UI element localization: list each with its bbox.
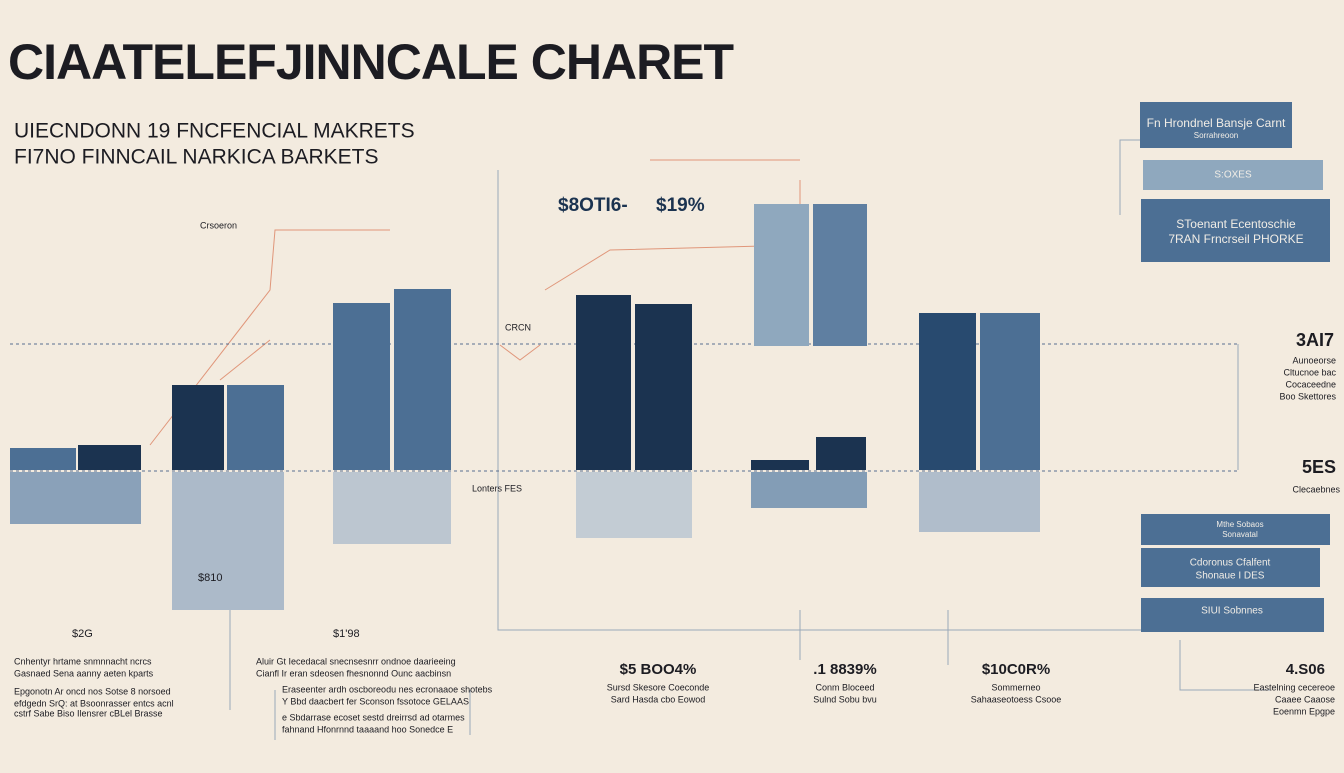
stat-value: .1 8839% bbox=[813, 661, 876, 678]
panel-box bbox=[1143, 160, 1323, 190]
footer-text: fahnand Hfonrnnd taaaand hoo Sonedce E bbox=[282, 724, 453, 734]
bar-reflection bbox=[172, 472, 284, 610]
box-text: Cdoronus Cfalfent bbox=[1190, 558, 1271, 569]
box-text: Mthe Sobaos bbox=[1216, 520, 1263, 529]
box-text: 7RAN Frncrseil PHORKE bbox=[1168, 232, 1303, 246]
box-text: SIUI Sobnnes bbox=[1201, 606, 1263, 617]
box-text: Sonavatal bbox=[1222, 530, 1258, 539]
bar-reflection bbox=[751, 472, 867, 508]
stat-text: Sulnd Sobu bvu bbox=[813, 694, 877, 704]
bar bbox=[172, 385, 224, 470]
bar-reflection bbox=[919, 472, 1040, 532]
footer-text: Gasnaed Sena aanny aeten kparts bbox=[14, 668, 154, 678]
footer-text: Aluir Gt Iecedacal snecnsesnrr ondnoe da… bbox=[256, 656, 456, 666]
annotation: $810 bbox=[198, 572, 222, 584]
footer-text: Cnhentyr hrtame snmnnacht ncrcs bbox=[14, 656, 152, 666]
panel-box bbox=[1141, 514, 1330, 545]
stat-value: 4.S06 bbox=[1286, 661, 1325, 678]
box-text: Sorrahreoon bbox=[1194, 131, 1238, 140]
stat-text: Sursd Skesore Coeconde bbox=[607, 682, 710, 692]
box-text: Fn Hrondnel Bansje Carnt bbox=[1147, 116, 1286, 130]
bar bbox=[816, 437, 866, 470]
annotation: Crsoeron bbox=[200, 220, 237, 230]
bar bbox=[78, 445, 141, 470]
bar-reflection bbox=[10, 472, 141, 524]
panel-box bbox=[1141, 199, 1330, 262]
panel-box bbox=[1140, 102, 1292, 148]
stat-text: Caaee Caaose bbox=[1275, 694, 1335, 704]
bar bbox=[394, 289, 451, 470]
stat-text: Conm Bloceed bbox=[815, 682, 874, 692]
bar bbox=[754, 204, 809, 346]
title: CIAATELEFJINNCALE CHARET bbox=[8, 34, 734, 90]
footer-text: efdgedn SrQ: at Bsoonrasser entcs acnl bbox=[14, 698, 174, 708]
bars bbox=[10, 204, 1040, 610]
bar bbox=[635, 304, 692, 470]
stat-text: Boo Skettores bbox=[1279, 391, 1336, 401]
connectors bbox=[149, 139, 1270, 740]
stat-value: $10C0R% bbox=[982, 661, 1050, 678]
annotation: $8OTI6- bbox=[558, 195, 628, 216]
footer-text: cstrf Sabe Biso Ilensrer cBLel Brasse bbox=[14, 708, 163, 718]
bar bbox=[980, 313, 1040, 470]
subtitle: UIECNDONN 19 FNCFENCIAL MAKRETS bbox=[14, 120, 415, 143]
annotation: $2G bbox=[72, 628, 93, 640]
stat-text: Cocaceedne bbox=[1285, 379, 1336, 389]
annotation: $1'98 bbox=[333, 628, 360, 640]
stat-text: Sard Hasda cbo Eowod bbox=[611, 694, 706, 704]
stat-text: Aunoeorse bbox=[1292, 355, 1336, 365]
panel-box bbox=[1141, 598, 1324, 632]
bar bbox=[813, 204, 867, 346]
bar bbox=[333, 303, 390, 470]
box-text: Shonaue I DES bbox=[1196, 571, 1265, 582]
stat-text: Eoenmn Epgpe bbox=[1273, 706, 1335, 716]
footer-text: Eraseenter ardh oscboreodu nes ecronaaoe… bbox=[282, 684, 493, 694]
bar bbox=[919, 313, 976, 470]
bar bbox=[227, 385, 284, 470]
stat-text: Sahaaseotoess Csooe bbox=[971, 694, 1062, 704]
bar bbox=[751, 460, 809, 470]
footer-text: e Sbdarrase ecoset sestd dreirrsd ad ota… bbox=[282, 712, 465, 722]
footer-text: Y Bbd daacbert fer Sconson fssotoce GELA… bbox=[282, 696, 469, 706]
footer-text: Cianfl Ir eran sdeosen fhesnonnd Ounc aa… bbox=[256, 668, 451, 678]
bar-reflection bbox=[576, 472, 692, 538]
bar-reflection bbox=[333, 472, 451, 544]
box-text: S:OXES bbox=[1214, 170, 1252, 181]
footer-text: Epgonotn Ar oncd nos Sotse 8 norsoed bbox=[14, 686, 171, 696]
bar bbox=[10, 448, 76, 470]
stat-text: Cltucnoe bac bbox=[1283, 367, 1336, 377]
annotation: $19% bbox=[656, 195, 705, 216]
box-text: SToenant Ecentoschie bbox=[1176, 217, 1296, 231]
annotation: CRCN bbox=[505, 322, 531, 332]
stat-text: Sommerneo bbox=[991, 682, 1040, 692]
stat-value: $5 BOO4% bbox=[620, 661, 697, 678]
annotation: Lonters FES bbox=[472, 483, 522, 493]
bar bbox=[576, 295, 631, 470]
panel-box bbox=[1141, 548, 1320, 587]
stat-value: 5ES bbox=[1302, 457, 1336, 477]
stat-text: Clecaebnes bbox=[1292, 484, 1340, 494]
stat-text: Eastelning cecereoe bbox=[1253, 682, 1335, 692]
stat-value: 3AI7 bbox=[1296, 330, 1334, 350]
subtitle: FI7NO FINNCAIL NARKICA BARKETS bbox=[14, 146, 378, 169]
